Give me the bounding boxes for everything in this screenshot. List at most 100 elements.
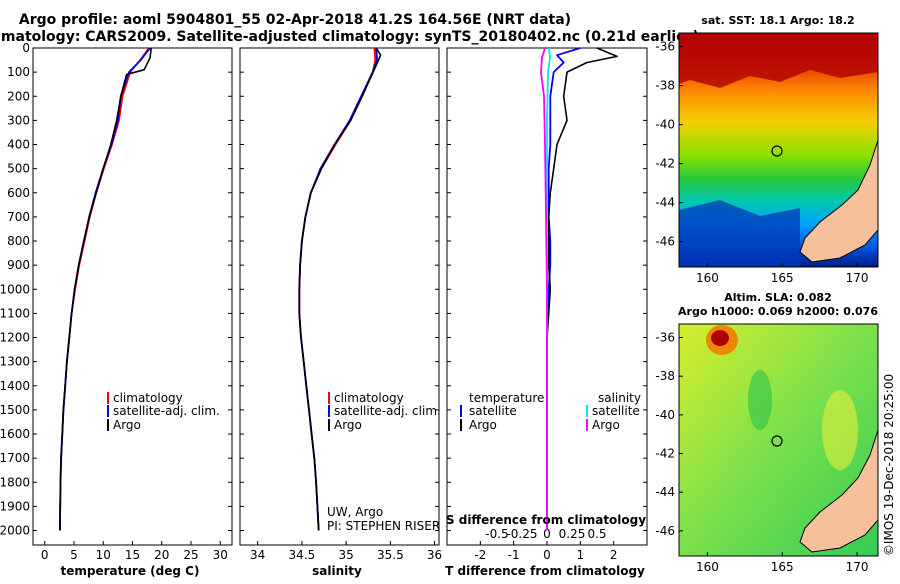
depth-tick-label: 500 [7,162,30,176]
latitude-tick-label: -38 [655,369,675,383]
latitude-tick-label: -40 [655,408,675,422]
latitude-tick-label: -44 [655,196,675,210]
sla-eddy-core [711,330,729,346]
depth-tick-label: 0 [22,41,30,55]
salinity-panel [239,47,440,546]
sst-map-title: sat. SST: 18.1 Argo: 18.2 [701,14,854,27]
temperature-axis-label: temperature (deg C) [61,564,200,578]
sla-map-title-2: Argo h1000: 0.069 h2000: 0.076 [678,305,878,318]
longitude-tick-label: 160 [696,271,719,285]
series-line-s-argo [540,47,548,531]
latitude-tick-label: -40 [655,118,675,132]
longitude-tick-label: 160 [696,560,719,574]
depth-tick-label: 100 [7,65,30,79]
latitude-tick-label: -42 [655,447,675,461]
depth-tick-label: 1300 [0,355,30,369]
x-tick-label: 5 [70,548,78,562]
x-tick-label: 20 [154,548,169,562]
x-tick-label: 30 [213,548,228,562]
depth-tick-label: 400 [7,138,30,152]
x-tick-label: 34.5 [289,548,316,562]
sla-map [679,324,878,556]
latitude-tick-label: -42 [655,157,675,171]
argo-float-marker [771,145,783,157]
series-line-climatology [59,47,150,531]
x-tick-label: 2 [610,548,618,562]
depth-tick-label: 600 [7,186,30,200]
warm-water-patch [679,33,878,88]
latitude-tick-label: -46 [655,524,675,538]
s-diff-tick-label: 0.5 [587,527,606,541]
series-line-argo [59,47,152,531]
series-line-t-satellite [546,47,581,531]
x-tick-label: 25 [183,548,198,562]
profile-plots: 0 5 10 15 20 25 30 34 34.5 35 35.5 36 -2 -1 0 1 2 -0.5-0.… [41,47,618,562]
sla-high-patch [822,390,858,470]
sst-map [679,33,878,267]
legend-difference: temperature satellite Argo salinity sate… [460,391,641,432]
legend-label-s-argo: Argo [592,418,620,432]
depth-tick-label: 900 [7,258,30,272]
x-tick-label: 1 [577,548,585,562]
depth-tick-label: 200 [7,89,30,103]
series-line-t-argo [546,47,618,531]
temperature-panel [32,47,233,546]
credit-line-2: PI: STEPHEN RISER [327,519,440,533]
x-tick-label: -1 [508,548,520,562]
s-diff-tick-label: -0.5 [485,527,508,541]
legend-salinity-header: salinity [598,391,641,405]
depth-tick-label: 700 [7,210,30,224]
latitude-tick-label: -46 [655,235,675,249]
legend-label-s-satellite: satellite [592,404,640,418]
x-tick-label: 36 [427,548,442,562]
depth-tick-label: 1600 [0,427,30,441]
depth-tick-label: 1000 [0,282,30,296]
legend-label-argo: Argo [334,418,362,432]
legend-label-climatology: climatology [113,391,183,405]
sst-map-frame [678,32,879,268]
x-tick-label: 10 [96,548,111,562]
legend-label-satellite: satellite-adj. clim. [113,404,220,418]
credit-line-1: UW, Argo [327,505,383,519]
depth-tick-label: 1700 [0,451,30,465]
x-tick-label: 0 [543,548,551,562]
new-zealand-landmass [799,429,878,553]
longitude-tick-label: 165 [771,560,794,574]
x-tick-label: 35 [338,548,353,562]
legend-label-t-argo: Argo [469,418,497,432]
title-line-1: Argo profile: aoml 5904801_55 02-Apr-201… [19,12,571,28]
depth-tick-label: 1400 [0,379,30,393]
series-line-satellite-adj-clim [298,47,379,531]
s-diff-tick-label: -0.25 [506,527,537,541]
depth-tick-label: 1900 [0,499,30,513]
argo-float-marker [771,435,783,447]
depth-tick-label: 2000 [0,524,30,538]
x-tick-label: -2 [474,548,486,562]
depth-tick-label: 1500 [0,403,30,417]
cold-water-patch [679,200,800,267]
longitude-tick-label: 165 [771,271,794,285]
depth-tick-label: 800 [7,234,30,248]
sla-map-frame [678,323,879,557]
x-tick-label: 15 [125,548,140,562]
legend-label-climatology: climatology [334,391,404,405]
s-diff-tick-label: 0.25 [559,527,586,541]
imos-stamp: ©IMOS 19-Dec-2018 20:25:00 [882,374,896,556]
legend-temperature-header: temperature [469,391,544,405]
legend-temperature: climatology satellite-adj. clim. Argo [107,391,220,432]
title-line-2: Climatology: CARS2009. Satellite-adjuste… [0,29,699,45]
longitude-tick-label: 170 [846,271,869,285]
legend-label-t-satellite: satellite [469,404,517,418]
depth-tick-label: 1800 [0,475,30,489]
depth-tick-label: 300 [7,113,30,127]
legend-label-satellite: satellite-adj. clim. [334,404,441,418]
s-diff-tick-label: 0 [543,527,551,541]
legend-label-argo: Argo [113,418,141,432]
depth-tick-label: 1100 [0,306,30,320]
longitude-tick-label: 170 [846,560,869,574]
series-line-satellite-adj-clim [59,47,151,531]
sla-map-title-1: Altim. SLA: 0.082 [724,291,831,304]
x-tick-label: 0 [41,548,49,562]
depth-axis: 0 100 200 300 400 500 600 700 800 900 1000 1100 1200… [0,41,647,538]
latitude-tick-label: -38 [655,79,675,93]
